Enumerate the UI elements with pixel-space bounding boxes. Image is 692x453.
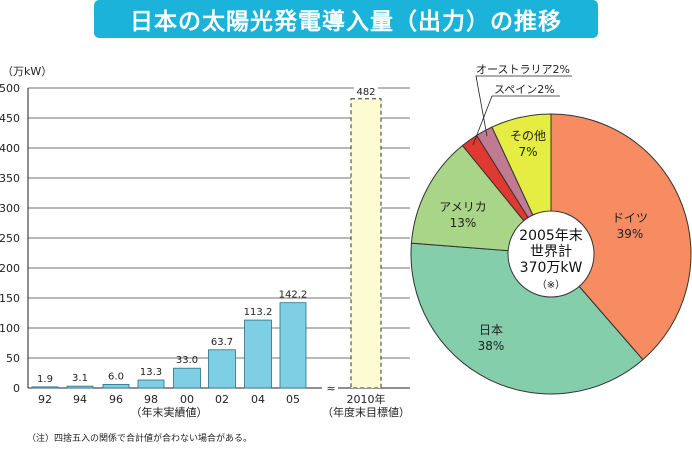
group-label-actual: （年末実績値） xyxy=(131,405,208,419)
y-tick-label-300: 300 xyxy=(0,202,20,215)
pie-label-value-2: 13% xyxy=(450,216,477,230)
bar-value-label-00: 33.0 xyxy=(176,355,198,366)
y-tick-label-500: 500 xyxy=(0,82,20,95)
pie-center-label-3: （※） xyxy=(537,279,565,291)
bar-02 xyxy=(208,349,236,389)
x-tick-label-05: 05 xyxy=(286,393,300,406)
x-tick-label-92: 92 xyxy=(38,393,52,406)
bar-value-label-2010年: 482 xyxy=(356,87,375,98)
bar-04 xyxy=(244,319,272,389)
axis-break-mark: ≈ xyxy=(326,382,335,395)
pie-center-circle xyxy=(507,210,595,298)
bar-94 xyxy=(66,385,94,389)
pie-slice-0 xyxy=(550,113,692,361)
y-tick-label-250: 250 xyxy=(0,232,20,245)
y-tick-label-150: 150 xyxy=(0,292,20,305)
pie-label-value-0: 39% xyxy=(617,227,644,241)
bar-value-label-02: 63.7 xyxy=(211,337,233,348)
pie-center-label-1: 世界計 xyxy=(530,244,572,260)
bar-value-label-05: 142.2 xyxy=(279,290,308,301)
footnote: （注）四捨五入の関係で合計値が合わない場合がある。 xyxy=(27,434,253,444)
y-axis-unit-label: （万kW） xyxy=(2,65,52,78)
bar-value-label-96: 6.0 xyxy=(108,371,124,382)
bar-target-2010年 xyxy=(350,98,382,389)
bar-00 xyxy=(173,367,201,389)
bar-value-label-92: 1.9 xyxy=(37,374,53,385)
target-label-bg xyxy=(354,84,378,98)
y-tick-label-400: 400 xyxy=(0,142,20,155)
x-tick-label-02: 02 xyxy=(215,393,229,406)
y-tick-label-200: 200 xyxy=(0,262,20,275)
pie-slice-1 xyxy=(410,242,644,395)
group-label-target: （年度末目標値） xyxy=(322,405,410,419)
pie-label-value-5: 7% xyxy=(518,145,537,159)
y-tick-label-0: 0 xyxy=(13,382,20,395)
y-tick-label-450: 450 xyxy=(0,112,20,125)
page-title: 日本の太陽光発電導入量（出力）の推移 xyxy=(130,9,562,35)
bar-92 xyxy=(31,386,59,389)
bar-05 xyxy=(279,302,307,389)
pie-label-name-5: その他 xyxy=(510,129,546,143)
x-tick-label-04: 04 xyxy=(251,393,265,406)
x-tick-label-96: 96 xyxy=(109,393,123,406)
pie-slice-2 xyxy=(410,144,553,255)
x-tick-label-98: 98 xyxy=(144,393,158,406)
x-tick-label-94: 94 xyxy=(73,393,87,406)
bar-value-label-94: 3.1 xyxy=(72,373,88,384)
callout-label-spain: スペイン2% xyxy=(494,83,555,96)
bar-value-label-98: 13.3 xyxy=(140,367,162,378)
callout-line-australia xyxy=(475,75,572,137)
pie-center-label-0: 2005年末 xyxy=(519,228,583,244)
pie-label-value-1: 38% xyxy=(478,339,505,353)
callout-line-spain xyxy=(472,95,560,146)
pie-label-name-0: ドイツ xyxy=(612,211,648,225)
x-tick-label-2010年: 2010年 xyxy=(347,392,386,406)
bar-96 xyxy=(102,383,130,389)
pie-label-name-1: 日本 xyxy=(479,323,503,337)
y-tick-label-350: 350 xyxy=(0,172,20,185)
callout-label-australia: オーストラリア2% xyxy=(476,63,570,76)
title-banner: 日本の太陽光発電導入量（出力）の推移 xyxy=(94,0,598,38)
pie-center-label-2: 370万kW xyxy=(520,260,583,276)
pie-label-name-2: アメリカ xyxy=(439,200,486,214)
bar-98 xyxy=(137,379,165,389)
y-tick-label-50: 50 xyxy=(6,352,20,365)
x-tick-label-00: 00 xyxy=(180,393,194,406)
y-tick-label-100: 100 xyxy=(0,322,20,335)
bar-value-label-04: 113.2 xyxy=(244,307,273,318)
